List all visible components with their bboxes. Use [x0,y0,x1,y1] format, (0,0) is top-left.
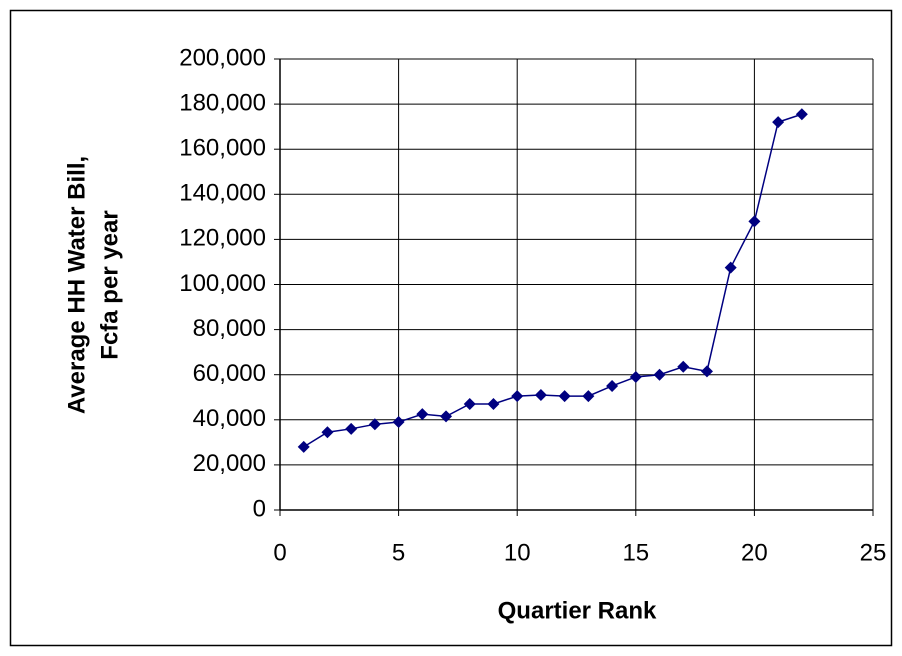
y-tick-label: 40,000 [193,405,266,432]
x-tick-label: 5 [392,539,405,566]
data-point [558,390,571,403]
x-tick-label: 10 [504,539,531,566]
data-point [534,388,547,401]
data-point [321,426,334,439]
x-axis-label: Quartier Rank [498,597,657,624]
y-tick-label: 100,000 [179,270,266,297]
data-line [303,113,803,448]
data-point [772,116,785,129]
data-point [463,398,476,411]
data-point [795,108,808,121]
data-point [345,422,358,435]
data-point [440,410,453,423]
y-tick-label: 80,000 [193,315,266,342]
y-tick-label: 180,000 [179,89,266,116]
y-tick-label: 60,000 [193,360,266,387]
data-point [724,261,737,274]
chart-frame [9,9,893,647]
x-tick-label: 0 [273,539,286,566]
y-tick-label: 120,000 [179,225,266,252]
y-tick-label: 20,000 [193,450,266,477]
data-point [297,440,310,453]
data-point [487,398,500,411]
data-point [606,379,619,392]
x-tick-label: 15 [622,539,649,566]
y-axis-label: Average HH Water Bill, [63,156,90,414]
data-point [677,360,690,373]
y-tick-label: 200,000 [179,44,266,71]
data-point [629,370,642,383]
y-tick-label: 140,000 [179,180,266,207]
data-point [748,215,761,228]
y-tick-label: 0 [253,495,266,522]
data-point [392,416,405,429]
data-point [511,390,524,403]
data-point [700,365,713,378]
data-point [653,368,666,381]
x-tick-label: 25 [860,539,887,566]
y-tick-label: 160,000 [179,135,266,162]
x-tick-label: 20 [741,539,768,566]
data-point [368,418,381,431]
data-point [582,390,595,403]
y-axis-label: Fcfa per year [96,210,123,359]
data-point [416,408,429,421]
